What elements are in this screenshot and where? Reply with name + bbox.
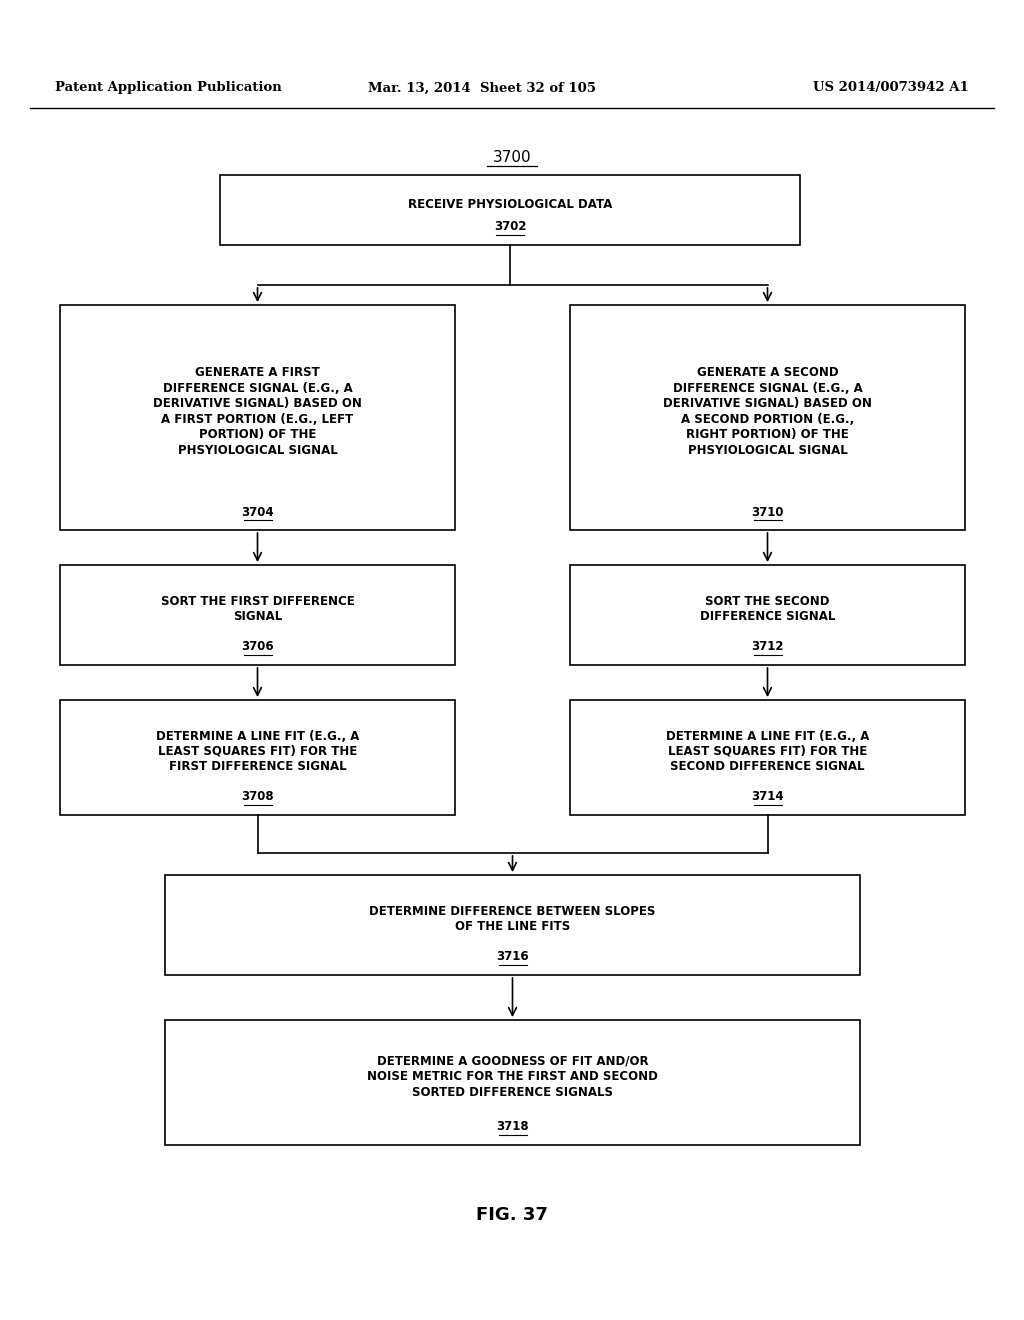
Text: DETERMINE A LINE FIT (E.G., A
LEAST SQUARES FIT) FOR THE
SECOND DIFFERENCE SIGNA: DETERMINE A LINE FIT (E.G., A LEAST SQUA… (666, 730, 869, 774)
Bar (60, 700, 455, 814)
Text: 3716: 3716 (497, 950, 528, 964)
Text: FIG. 37: FIG. 37 (476, 1206, 548, 1224)
Text: 3712: 3712 (752, 640, 783, 653)
Bar (165, 875, 860, 975)
Text: US 2014/0073942 A1: US 2014/0073942 A1 (813, 82, 969, 95)
Text: 3714: 3714 (752, 791, 783, 804)
Text: 3704: 3704 (242, 506, 273, 519)
Bar (570, 305, 965, 531)
Text: RECEIVE PHYSIOLOGICAL DATA: RECEIVE PHYSIOLOGICAL DATA (408, 198, 612, 210)
Text: GENERATE A FIRST
DIFFERENCE SIGNAL (E.G., A
DERIVATIVE SIGNAL) BASED ON
A FIRST : GENERATE A FIRST DIFFERENCE SIGNAL (E.G.… (153, 366, 361, 457)
Text: Patent Application Publication: Patent Application Publication (55, 82, 282, 95)
Text: 3718: 3718 (497, 1121, 528, 1134)
Text: SORT THE FIRST DIFFERENCE
SIGNAL: SORT THE FIRST DIFFERENCE SIGNAL (161, 595, 354, 623)
Text: 3710: 3710 (752, 506, 783, 519)
Bar (60, 305, 455, 531)
Text: DETERMINE DIFFERENCE BETWEEN SLOPES
OF THE LINE FITS: DETERMINE DIFFERENCE BETWEEN SLOPES OF T… (370, 904, 655, 933)
Text: 3700: 3700 (493, 149, 531, 165)
Bar (220, 176, 800, 246)
Text: SORT THE SECOND
DIFFERENCE SIGNAL: SORT THE SECOND DIFFERENCE SIGNAL (699, 595, 836, 623)
Bar (60, 565, 455, 665)
Text: Mar. 13, 2014  Sheet 32 of 105: Mar. 13, 2014 Sheet 32 of 105 (368, 82, 596, 95)
Text: DETERMINE A LINE FIT (E.G., A
LEAST SQUARES FIT) FOR THE
FIRST DIFFERENCE SIGNAL: DETERMINE A LINE FIT (E.G., A LEAST SQUA… (156, 730, 359, 774)
Text: 3708: 3708 (242, 791, 273, 804)
Bar (570, 700, 965, 814)
Bar (570, 565, 965, 665)
Text: GENERATE A SECOND
DIFFERENCE SIGNAL (E.G., A
DERIVATIVE SIGNAL) BASED ON
A SECON: GENERATE A SECOND DIFFERENCE SIGNAL (E.G… (664, 366, 872, 457)
Bar (165, 1020, 860, 1144)
Text: 3702: 3702 (494, 220, 526, 234)
Text: 3706: 3706 (242, 640, 273, 653)
Text: DETERMINE A GOODNESS OF FIT AND/OR
NOISE METRIC FOR THE FIRST AND SECOND
SORTED : DETERMINE A GOODNESS OF FIT AND/OR NOISE… (367, 1055, 658, 1098)
